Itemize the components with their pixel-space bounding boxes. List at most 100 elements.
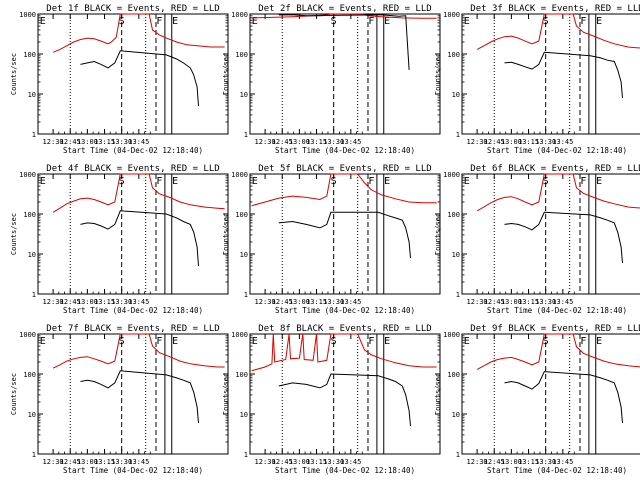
marker-letter: F bbox=[156, 176, 162, 187]
plot-frame bbox=[461, 173, 640, 295]
series-events bbox=[278, 14, 410, 70]
marker-letter: S bbox=[331, 176, 337, 187]
y-axis-label: Counts/sec bbox=[222, 373, 230, 415]
x-axis-label: Start Time (04-Dec-02 12:18:40) bbox=[487, 306, 627, 315]
x-tick-label: 12:30 bbox=[43, 138, 64, 146]
y-axis-label: Counts/sec bbox=[222, 53, 230, 95]
y-tick-label: 10 bbox=[452, 411, 460, 419]
panel-title: Det 6f BLACK = Events, RED = LLD bbox=[470, 164, 640, 174]
marker-letter: F bbox=[156, 336, 162, 347]
x-tick-label: 13:30 bbox=[323, 138, 344, 146]
marker-letter: F bbox=[580, 16, 586, 27]
x-tick-label: 13:30 bbox=[535, 138, 556, 146]
y-tick-label: 1000 bbox=[19, 331, 36, 339]
panel-det-9: Det 9f BLACK = Events, RED = LLD Counts/s… bbox=[434, 324, 640, 475]
x-tick-label: 13:30 bbox=[111, 298, 132, 306]
marker-letter: S bbox=[119, 336, 125, 347]
y-tick-label: 10 bbox=[240, 411, 248, 419]
x-axis-label: Start Time (04-Dec-02 12:18:40) bbox=[63, 466, 203, 475]
series-lld bbox=[251, 13, 437, 19]
x-tick-label: 12:30 bbox=[255, 458, 276, 466]
x-tick-label: 13:15 bbox=[306, 458, 327, 466]
x-tick-label: 13:45 bbox=[128, 298, 149, 306]
panel-det-5: Det 5f BLACK = Events, RED = LLD Counts/s… bbox=[222, 164, 441, 315]
x-tick-label: 13:30 bbox=[323, 298, 344, 306]
series-lld bbox=[52, 333, 225, 369]
panel-title: Det 8f BLACK = Events, RED = LLD bbox=[258, 324, 431, 334]
marker-letter: F bbox=[368, 16, 374, 27]
marker-letter: F bbox=[368, 176, 374, 187]
y-tick-label: 1 bbox=[456, 451, 460, 459]
series-events bbox=[278, 211, 411, 258]
y-tick-label: 1000 bbox=[231, 171, 248, 179]
plot-frame bbox=[37, 333, 229, 455]
marker-letter: E bbox=[596, 176, 602, 187]
marker-letter: F bbox=[156, 16, 162, 27]
y-tick-label: 1 bbox=[32, 451, 36, 459]
marker-letter: E bbox=[464, 336, 470, 347]
series-lld bbox=[52, 13, 225, 53]
x-tick-label: 13:45 bbox=[340, 458, 361, 466]
y-tick-label: 1 bbox=[32, 291, 36, 299]
y-tick-label: 100 bbox=[23, 371, 36, 379]
series-lld bbox=[476, 13, 640, 50]
y-tick-label: 100 bbox=[447, 371, 460, 379]
x-tick-label: 13:45 bbox=[340, 298, 361, 306]
series-events bbox=[504, 51, 623, 98]
x-tick-label: 12:45 bbox=[272, 458, 293, 466]
y-tick-label: 10 bbox=[240, 91, 248, 99]
x-tick-label: 13:00 bbox=[289, 458, 310, 466]
y-tick-label: 1 bbox=[32, 131, 36, 139]
panel-det-4: Det 4f BLACK = Events, RED = LLD Counts/s… bbox=[10, 164, 229, 315]
panel-title: Det 5f BLACK = Events, RED = LLD bbox=[258, 164, 431, 174]
x-tick-label: 13:30 bbox=[535, 458, 556, 466]
y-tick-label: 1000 bbox=[19, 171, 36, 179]
panel-title: Det 9f BLACK = Events, RED = LLD bbox=[470, 324, 640, 334]
panel-det-8: Det 8f BLACK = Events, RED = LLD Counts/s… bbox=[222, 324, 441, 475]
x-tick-label: 13:15 bbox=[518, 458, 539, 466]
x-tick-label: 13:00 bbox=[289, 298, 310, 306]
x-tick-label: 12:45 bbox=[272, 138, 293, 146]
y-tick-label: 100 bbox=[235, 211, 248, 219]
marker-letter: E bbox=[172, 16, 178, 27]
marker-letter: E bbox=[172, 336, 178, 347]
marker-letter: F bbox=[580, 176, 586, 187]
marker-letter: S bbox=[119, 16, 125, 27]
y-tick-label: 1 bbox=[244, 291, 248, 299]
y-tick-label: 10 bbox=[452, 251, 460, 259]
marker-letter: S bbox=[119, 176, 125, 187]
x-tick-label: 12:30 bbox=[255, 138, 276, 146]
x-tick-label: 12:45 bbox=[60, 298, 81, 306]
x-tick-label: 12:30 bbox=[255, 298, 276, 306]
y-axis-label: Counts/sec bbox=[434, 53, 442, 95]
panel-title: Det 1f BLACK = Events, RED = LLD bbox=[46, 4, 219, 14]
series-lld bbox=[476, 333, 640, 370]
y-tick-label: 100 bbox=[235, 51, 248, 59]
y-axis-label: Counts/sec bbox=[10, 373, 18, 415]
panel-det-7: Det 7f BLACK = Events, RED = LLD Counts/s… bbox=[10, 324, 229, 475]
y-tick-label: 1000 bbox=[19, 11, 36, 19]
x-axis-label: Start Time (04-Dec-02 12:18:40) bbox=[63, 306, 203, 315]
marker-letter: E bbox=[384, 16, 390, 27]
x-tick-label: 13:00 bbox=[77, 458, 98, 466]
panel-title: Det 7f BLACK = Events, RED = LLD bbox=[46, 324, 219, 334]
marker-letter: E bbox=[464, 16, 470, 27]
x-tick-label: 13:30 bbox=[111, 138, 132, 146]
y-tick-label: 1000 bbox=[443, 11, 460, 19]
marker-letter: E bbox=[464, 176, 470, 187]
y-tick-label: 1000 bbox=[443, 171, 460, 179]
panel-title: Det 4f BLACK = Events, RED = LLD bbox=[46, 164, 219, 174]
y-tick-label: 100 bbox=[23, 51, 36, 59]
y-axis-label: Counts/sec bbox=[434, 213, 442, 255]
x-tick-label: 13:15 bbox=[306, 138, 327, 146]
y-tick-label: 1 bbox=[456, 131, 460, 139]
series-lld bbox=[251, 173, 437, 207]
series-events bbox=[80, 370, 199, 423]
y-tick-label: 10 bbox=[452, 91, 460, 99]
x-tick-label: 12:45 bbox=[484, 458, 505, 466]
plot-frame bbox=[249, 13, 441, 135]
series-events bbox=[504, 371, 623, 423]
x-tick-label: 13:45 bbox=[552, 138, 573, 146]
